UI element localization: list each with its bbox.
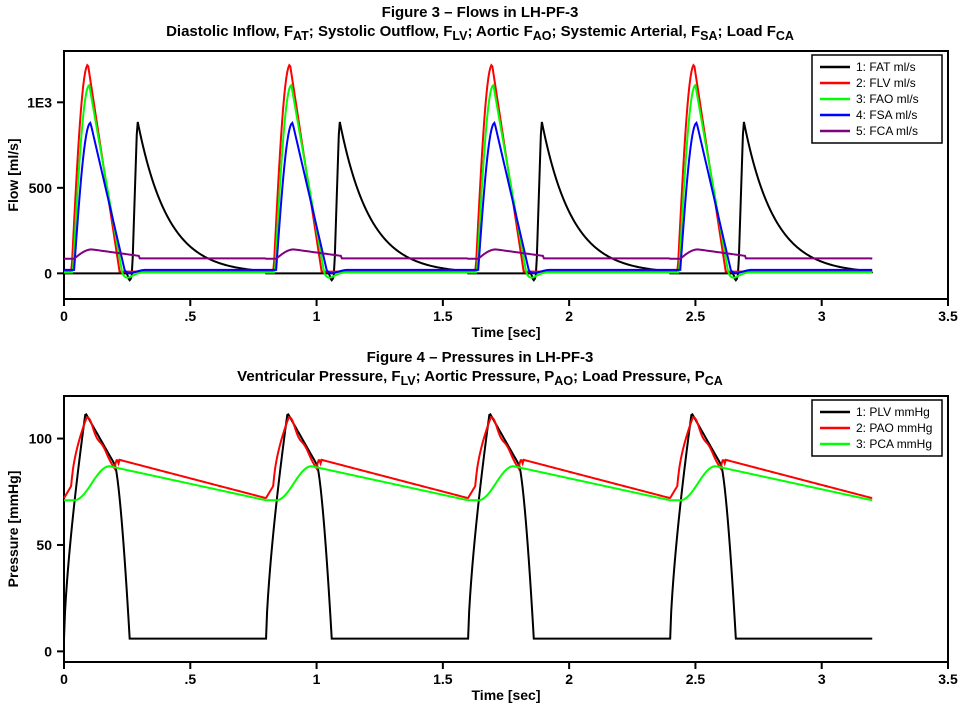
fig4-chart: 0 .5 1 1.5 2 2.5 3 3.5 0 50 100 Time [sec] Pressure … xyxy=(0,388,960,706)
fig4-title2: Ventricular Pressure, FLV; Aortic Pressu… xyxy=(0,368,960,388)
svg-text:1E3: 1E3 xyxy=(27,94,52,110)
svg-text:500: 500 xyxy=(29,180,53,196)
svg-text:1.5: 1.5 xyxy=(433,308,453,324)
svg-text:3: 3 xyxy=(818,671,826,687)
svg-text:0: 0 xyxy=(60,308,68,324)
svg-text:3: 3 xyxy=(818,308,826,324)
figure-3: Figure 3 – Flows in LH-PF-3 Diastolic In… xyxy=(0,0,960,343)
svg-text:2: 2 xyxy=(565,671,573,687)
svg-text:0: 0 xyxy=(60,671,68,687)
fig3-chart: 0 .5 1 1.5 2 2.5 3 3.5 0 500 1E3 Time [sec] Flow [ml… xyxy=(0,43,960,343)
svg-text:1.5: 1.5 xyxy=(433,671,453,687)
svg-text:2.5: 2.5 xyxy=(686,308,706,324)
svg-text:1: PLV mmHg: 1: PLV mmHg xyxy=(856,405,930,419)
svg-text:0: 0 xyxy=(44,643,52,659)
svg-text:5: FCA ml/s: 5: FCA ml/s xyxy=(856,124,918,138)
svg-text:3: FAO ml/s: 3: FAO ml/s xyxy=(856,92,919,106)
svg-text:3: PCA mmHg: 3: PCA mmHg xyxy=(856,437,932,451)
svg-text:0: 0 xyxy=(44,265,52,281)
svg-text:2.5: 2.5 xyxy=(686,671,706,687)
svg-text:.5: .5 xyxy=(184,308,196,324)
svg-text:100: 100 xyxy=(29,431,53,447)
svg-text:4: FSA ml/s: 4: FSA ml/s xyxy=(856,108,917,122)
svg-text:1: FAT ml/s: 1: FAT ml/s xyxy=(856,60,916,74)
svg-text:1: 1 xyxy=(313,671,321,687)
svg-text:Flow [ml/s]: Flow [ml/s] xyxy=(5,138,21,211)
svg-text:50: 50 xyxy=(36,537,52,553)
svg-text:Time [sec]: Time [sec] xyxy=(472,687,541,703)
svg-text:3.5: 3.5 xyxy=(938,671,958,687)
svg-text:3.5: 3.5 xyxy=(938,308,958,324)
svg-text:.5: .5 xyxy=(184,671,196,687)
svg-text:2: PAO mmHg: 2: PAO mmHg xyxy=(856,421,932,435)
figure-4: Figure 4 – Pressures in LH-PF-3 Ventricu… xyxy=(0,349,960,706)
svg-text:1: 1 xyxy=(313,308,321,324)
svg-text:2: FLV ml/s: 2: FLV ml/s xyxy=(856,76,916,90)
fig4-title1: Figure 4 – Pressures in LH-PF-3 xyxy=(0,349,960,366)
svg-text:2: 2 xyxy=(565,308,573,324)
svg-text:Time [sec]: Time [sec] xyxy=(472,324,541,340)
fig3-title1: Figure 3 – Flows in LH-PF-3 xyxy=(0,4,960,21)
fig3-title2: Diastolic Inflow, FAT; Systolic Outflow,… xyxy=(0,23,960,43)
svg-text:Pressure [mmHg]: Pressure [mmHg] xyxy=(5,471,21,588)
